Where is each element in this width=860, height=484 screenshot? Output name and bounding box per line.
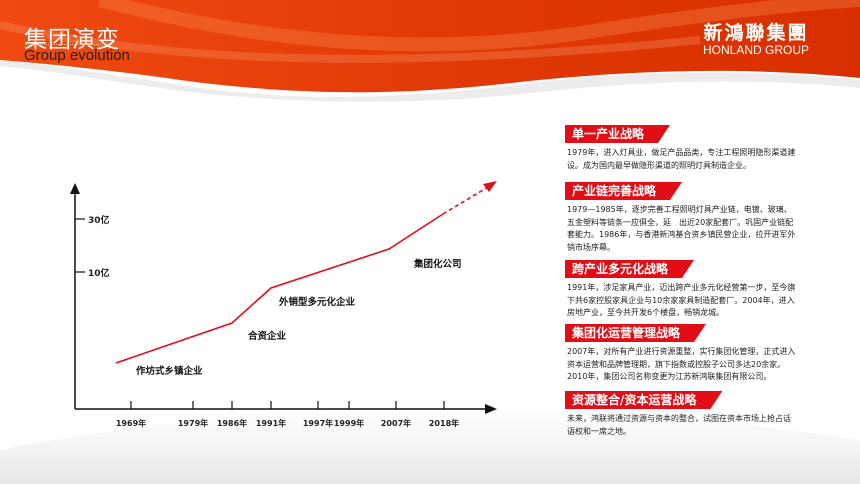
section-text: 1991年，涉足家具产业，迈出跨产业多元化经营第一步，至今旗下共6家控股家具企业… <box>567 283 796 317</box>
y-axis-arrow <box>70 183 80 194</box>
logo-cn: 新鴻聯集團 <box>703 22 809 44</box>
logo-en: HONLAND GROUP <box>703 43 810 57</box>
stage-label: 外销型多元化企业 <box>279 297 356 308</box>
strategy-section: 单一产业战略 1979年，进入灯具业，做足产品品类，专注工程照明隐形渠道建设。成… <box>565 123 797 172</box>
x-tick-label: 1969年 <box>115 419 147 428</box>
company-logo: 新鴻聯集團 HONLAND GROUP <box>703 18 809 57</box>
section-text: 2010年，集团公司名称变更为江苏新鸿联集团有限公司。 <box>567 372 772 381</box>
x-tick-label: 1999年 <box>333 419 365 428</box>
x-tick-label: 1991年 <box>255 419 287 428</box>
page-subtitle: Group evolution <box>24 47 130 64</box>
x-tick-label: 1979年 <box>177 419 209 428</box>
stage-label: 集团化公司 <box>414 259 462 270</box>
section-text: 1979—1985年，逐步完善工程照明灯具产业链，电镀、玻璃、五金塑料等链条一应… <box>567 205 796 252</box>
page-title: 集团演变 <box>24 27 120 53</box>
section-text: 1979年，进入灯具业，做足产品品类，专注工程照明隐形渠道建设。成为国内最早做隐… <box>567 148 796 170</box>
future-dashed-line <box>442 186 489 215</box>
section-text: 未来，鸿联将通过资源与资本的整合，试图在资本市场上抢占话语权和一席之地。 <box>567 414 791 436</box>
x-tick-label: 2007年 <box>380 419 412 428</box>
future-arrow <box>483 181 497 192</box>
stage-label: 合资企业 <box>248 331 287 342</box>
strategy-section: 跨产业多元化战略 1991年，涉足家具产业，迈出跨产业多元化经营第一步，至今旗下… <box>565 258 797 320</box>
strategy-section: 产业链完善战略 1979—1985年，逐步完善工程照明灯具产业链，电镀、玻璃、五… <box>565 180 797 254</box>
section-heading: 单一产业战略 <box>565 125 670 143</box>
section-heading: 集团化运营管理战略 <box>565 324 706 342</box>
section-heading: 跨产业多元化战略 <box>565 260 694 278</box>
y-tick-label: 30亿 <box>88 216 110 226</box>
section-heading: 产业链完善战略 <box>565 182 682 200</box>
stage-label: 作坊式乡镇企业 <box>136 366 203 377</box>
x-tick-label: 2018年 <box>428 419 460 428</box>
title-divider <box>25 44 101 45</box>
strategy-section: 资源整合/资本运营战略 未来，鸿联将通过资源与资本的整合，试图在资本市场上抢占话… <box>565 389 797 438</box>
y-tick-label: 10亿 <box>88 269 110 279</box>
section-text: 2007年，对所有产业进行资源重整，实行集团化管理，正式进入资本运营和品牌管理期… <box>567 347 796 369</box>
x-axis-arrow <box>485 404 497 414</box>
section-heading: 资源整合/资本运营战略 <box>565 391 722 409</box>
growth-line <box>115 213 444 364</box>
strategy-section: 集团化运营管理战略 2007年，对所有产业进行资源重整，实行集团化管理，正式进入… <box>565 322 797 384</box>
x-tick-label: 1986年 <box>216 419 248 428</box>
x-tick-label: 1997年 <box>302 419 334 428</box>
